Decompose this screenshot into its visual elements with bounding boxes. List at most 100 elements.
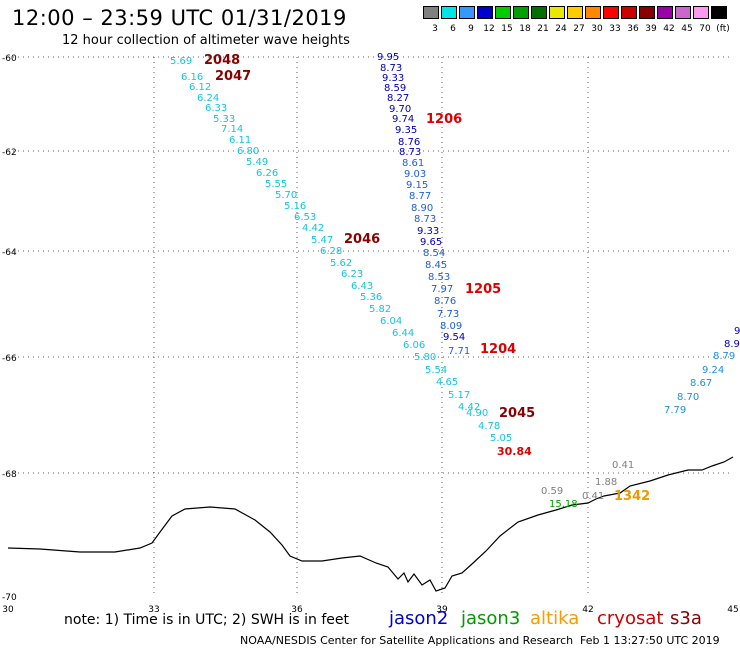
track-d-value: 0.41	[582, 491, 604, 502]
colorbar-swatch	[423, 6, 439, 19]
latitude-label: -68	[2, 470, 17, 480]
track-a-value: 6.33	[205, 103, 227, 114]
footer-credit: NOAA/NESDIS Center for Satellite Applica…	[240, 634, 574, 647]
track-b-value: 9.15	[406, 180, 428, 191]
track-a-value: 5.36	[360, 292, 382, 303]
track-a-value: 7.14	[221, 124, 243, 135]
colorbar-swatch	[477, 6, 493, 19]
track-a-value: 5.05	[490, 433, 512, 444]
colorbar-label: 21	[537, 24, 549, 34]
track-a-value: 6.43	[351, 281, 373, 292]
track-b-value: 8.76	[398, 137, 420, 148]
track-a-value: 5.62	[330, 258, 352, 269]
track-b-value: 9.95	[377, 52, 399, 63]
track-d-value: 15.18	[549, 499, 578, 510]
track-a-value: 5.80	[414, 352, 436, 363]
track-a-value: 6.04	[380, 316, 402, 327]
track-b-value: 8.73	[380, 63, 402, 74]
track-c-value: 9.24	[702, 365, 724, 376]
legend-altika: altika	[530, 608, 580, 629]
track-c-value: 8.67	[690, 378, 712, 389]
track-a-value: 5.54	[425, 365, 447, 376]
track-label: 2047	[215, 69, 251, 84]
track-b-value: 7.71	[448, 346, 470, 357]
track-a-value: 4.42	[302, 223, 324, 234]
track-a-value: 6.23	[341, 269, 363, 280]
latitude-label: -64	[2, 248, 17, 258]
track-b-value: 8.61	[402, 158, 424, 169]
colorbar-swatch	[549, 6, 565, 19]
track-b-value: 8.90	[411, 203, 433, 214]
legend-s3a: s3a	[670, 608, 702, 629]
track-c-value: 7.79	[664, 405, 686, 416]
longitude-label: 39	[436, 605, 448, 615]
track-a-value: 5.55	[265, 179, 287, 190]
track-a-value: 4.78	[478, 421, 500, 432]
colorbar-swatch	[459, 6, 475, 19]
colorbar-label: 30	[591, 24, 603, 34]
track-a-value: 6.16	[181, 72, 203, 83]
footer-timestamp: Feb 1 13:27:50 UTC 2019	[580, 634, 720, 647]
colorbar-swatch	[621, 6, 637, 19]
track-b-value: 9.03	[404, 169, 426, 180]
track-a-value: 5.17	[448, 390, 470, 401]
colorbar-label: 36	[627, 24, 639, 34]
track-a-value: 6.06	[403, 340, 425, 351]
track-label: 1204	[480, 342, 516, 357]
track-b-value: 8.73	[414, 214, 436, 225]
colorbar-label: 24	[555, 24, 567, 34]
track-a-value: 6.53	[294, 212, 316, 223]
colorbar-label: (ft)	[716, 24, 730, 34]
track-a-value: 5.49	[246, 157, 268, 168]
track-a-value: 4.90	[466, 408, 488, 419]
track-label: 1342	[614, 489, 650, 504]
latitude-label: -70	[2, 593, 17, 603]
colorbar-swatch	[675, 6, 691, 19]
track-b-value: 9.33	[417, 226, 439, 237]
colorbar-label: 18	[519, 24, 531, 34]
colorbar-swatch	[495, 6, 511, 19]
track-c-value: 8.9	[724, 339, 740, 350]
colorbar-swatch	[441, 6, 457, 19]
track-a-value: 4.65	[436, 377, 458, 388]
latitude-label: -66	[2, 354, 17, 364]
track-b-value: 8.27	[387, 93, 409, 104]
track-b-value: 8.09	[440, 321, 462, 332]
track-label: 2045	[499, 406, 535, 421]
track-b-value: 9.33	[382, 73, 404, 84]
colorbar-label: 33	[609, 24, 621, 34]
track-a-value: 5.69	[170, 56, 192, 67]
longitude-label: 33	[148, 605, 159, 615]
colorbar-swatch	[711, 6, 727, 19]
longitude-label: 36	[291, 605, 303, 615]
antarctic-coastline	[7, 456, 734, 592]
colorbar-label: 39	[645, 24, 657, 34]
map-title: 12:00 – 23:59 UTC 01/31/2019	[12, 6, 347, 30]
track-b-value: 8.45	[425, 260, 447, 271]
track-c-value: 8.70	[677, 392, 699, 403]
track-label: 1206	[426, 112, 462, 127]
colorbar-swatch	[657, 6, 673, 19]
track-label: 2046	[344, 232, 380, 247]
colorbar-label: 27	[573, 24, 585, 34]
track-label: 30.84	[497, 445, 532, 458]
track-c-value: 9	[734, 326, 740, 337]
track-a-value: 5.47	[311, 235, 333, 246]
track-b-value: 8.54	[423, 248, 445, 259]
track-values: 5.69 6.166.126.246.335.337.146.116.805.49…	[170, 52, 740, 510]
track-a-value: 6.24	[197, 93, 219, 104]
track-b-value: 9.70	[389, 104, 411, 115]
legend-jason3: jason3	[461, 608, 521, 629]
latitude-label: -62	[2, 148, 17, 158]
colorbar-label: 45	[681, 24, 693, 34]
track-d-value: 0.41	[612, 460, 634, 471]
track-a-value: 6.12	[189, 82, 211, 93]
track-label: 2048	[204, 53, 240, 68]
track-d-value: 1.88	[595, 477, 617, 488]
track-b-value: 9.35	[395, 125, 417, 136]
longitude-label: 42	[582, 605, 593, 615]
track-a-value: 6.44	[392, 328, 414, 339]
track-b-value: 8.77	[409, 191, 431, 202]
